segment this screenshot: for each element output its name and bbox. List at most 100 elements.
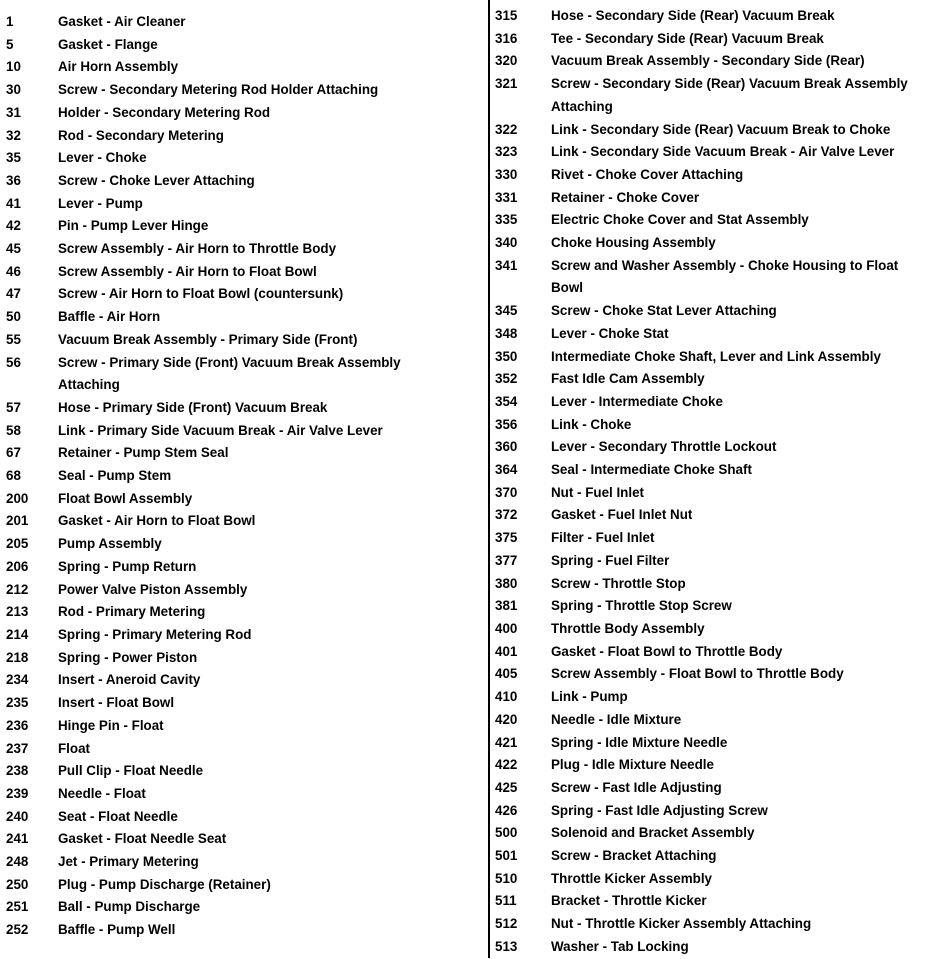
part-description: Seal - Intermediate Choke Shaft: [551, 462, 752, 478]
part-row: 47 Screw - Air Horn to Float Bowl (counte…: [6, 283, 476, 306]
part-row: 370 Nut - Fuel Inlet: [495, 482, 940, 505]
part-description: Plug - Pump Discharge (Retainer): [58, 876, 271, 892]
part-description: Solenoid and Bracket Assembly: [551, 825, 755, 841]
part-row: 56 Screw - Primary Side (Front) Vacuum Br…: [6, 352, 476, 397]
part-description: Hose - Secondary Side (Rear) Vacuum Brea…: [551, 8, 835, 23]
part-number: 213: [6, 604, 29, 620]
part-description: Holder - Secondary Metering Rod: [58, 104, 271, 120]
part-row: 348 Lever - Choke Stat: [495, 323, 940, 346]
part-row: 377 Spring - Fuel Filter: [495, 550, 940, 573]
part-row: 316 Tee - Secondary Side (Rear) Vacuum Br…: [495, 28, 940, 51]
part-description: Ball - Pump Discharge: [58, 899, 201, 915]
part-description: Gasket - Air Horn to Float Bowl: [58, 513, 256, 529]
part-number: 5: [6, 36, 14, 52]
part-number: 237: [6, 740, 29, 756]
part-number: 238: [6, 763, 29, 779]
part-description: Pull Clip - Float Needle: [58, 763, 204, 779]
part-description: Lever - Choke Stat: [551, 325, 669, 341]
part-number: 201: [6, 513, 29, 529]
part-number: 45: [6, 241, 21, 257]
part-number: 47: [6, 286, 21, 302]
part-row: 1 Gasket - Air Cleaner: [6, 11, 476, 34]
part-row: 420 Needle - Idle Mixture: [495, 709, 940, 732]
part-row: 200 Float Bowl Assembly: [6, 488, 476, 511]
part-row: 237 Float: [6, 738, 476, 761]
part-number: 68: [6, 468, 21, 484]
part-number: 35: [6, 150, 21, 166]
part-row: 252 Baffle - Pump Well: [6, 919, 476, 942]
part-description: Screw - Secondary Metering Rod Holder At…: [58, 82, 379, 98]
part-row: 500 Solenoid and Bracket Assembly: [495, 822, 940, 845]
part-number: 234: [6, 672, 29, 688]
part-description: Plug - Idle Mixture Needle: [551, 757, 714, 773]
part-row: 372 Gasket - Fuel Inlet Nut: [495, 504, 940, 527]
part-number: 500: [495, 825, 518, 841]
part-number: 42: [6, 218, 21, 234]
part-number: 356: [495, 416, 518, 432]
part-row: 360 Lever - Secondary Throttle Lockout: [495, 436, 940, 459]
part-row: 323 Link - Secondary Side Vacuum Break - …: [495, 141, 940, 164]
part-number: 354: [495, 393, 518, 409]
part-number: 330: [495, 166, 518, 182]
part-row: 41 Lever - Pump: [6, 193, 476, 216]
part-description: Link - Choke: [551, 416, 632, 432]
part-row: 46 Screw Assembly - Air Horn to Float Bow…: [6, 261, 476, 284]
part-description: Screw - Fast Idle Adjusting: [551, 779, 722, 795]
part-number: 341: [495, 257, 518, 273]
part-row: 218 Spring - Power Piston: [6, 647, 476, 670]
part-description: Fast Idle Cam Assembly: [551, 371, 705, 387]
part-description: Power Valve Piston Assembly: [58, 581, 248, 597]
part-row: 405 Screw Assembly - Float Bowl to Thrott…: [495, 663, 940, 686]
part-number: 375: [495, 530, 518, 546]
part-number: 321: [495, 76, 518, 92]
part-number: 46: [6, 263, 21, 279]
part-row: 250 Plug - Pump Discharge (Retainer): [6, 874, 476, 897]
part-description: Lever - Choke: [58, 150, 147, 166]
part-number: 251: [6, 899, 29, 915]
part-number: 214: [6, 626, 29, 642]
part-row: 213 Rod - Primary Metering: [6, 601, 476, 624]
part-description: Screw and Washer Assembly - Choke Housin…: [551, 257, 899, 296]
part-description: Insert - Aneroid Cavity: [58, 672, 201, 688]
part-description: Jet - Primary Metering: [58, 854, 199, 870]
part-number: 57: [6, 399, 21, 415]
part-description: Throttle Body Assembly: [551, 620, 705, 636]
part-description: Screw - Bracket Attaching: [551, 848, 717, 864]
part-row: 330 Rivet - Choke Cover Attaching: [495, 164, 940, 187]
part-number: 380: [495, 575, 518, 591]
part-description: Hinge Pin - Float: [58, 717, 164, 733]
part-description: Vacuum Break Assembly - Secondary Side (…: [551, 53, 865, 69]
part-description: Rivet - Choke Cover Attaching: [551, 166, 744, 182]
parts-column: 315 Hose - Secondary Side (Rear) Vacuum B…: [495, 5, 940, 959]
part-row: 235 Insert - Float Bowl: [6, 692, 476, 715]
part-number: 58: [6, 422, 21, 438]
part-row: 241 Gasket - Float Needle Seat: [6, 828, 476, 851]
part-row: 320 Vacuum Break Assembly - Secondary Sid…: [495, 50, 940, 73]
part-number: 240: [6, 808, 29, 824]
part-number: 212: [6, 581, 29, 597]
part-description: Choke Housing Assembly: [551, 235, 716, 251]
part-number: 32: [6, 127, 21, 143]
part-description: Seat - Float Needle: [58, 808, 178, 824]
part-description: Air Horn Assembly: [58, 59, 179, 75]
part-row: 31 Holder - Secondary Metering Rod: [6, 102, 476, 125]
part-row: 345 Screw - Choke Stat Lever Attaching: [495, 300, 940, 323]
part-row: 206 Spring - Pump Return: [6, 556, 476, 579]
part-row: 239 Needle - Float: [6, 783, 476, 806]
part-row: 381 Spring - Throttle Stop Screw: [495, 595, 940, 618]
part-row: 501 Screw - Bracket Attaching: [495, 845, 940, 868]
part-number: 315: [495, 8, 518, 23]
part-row: 410 Link - Pump: [495, 686, 940, 709]
part-number: 320: [495, 53, 518, 69]
part-number: 350: [495, 348, 518, 364]
part-row: 36 Screw - Choke Lever Attaching: [6, 170, 476, 193]
part-description: Lever - Intermediate Choke: [551, 393, 723, 409]
part-row: 238 Pull Clip - Float Needle: [6, 760, 476, 783]
part-row: 67 Retainer - Pump Stem Seal: [6, 442, 476, 465]
part-description: Screw Assembly - Air Horn to Throttle Bo…: [58, 241, 337, 257]
part-description: Link - Secondary Side Vacuum Break - Air…: [551, 144, 895, 160]
part-description: Spring - Throttle Stop Screw: [551, 598, 732, 614]
part-number: 50: [6, 309, 21, 325]
part-description: Bracket - Throttle Kicker: [551, 893, 707, 909]
